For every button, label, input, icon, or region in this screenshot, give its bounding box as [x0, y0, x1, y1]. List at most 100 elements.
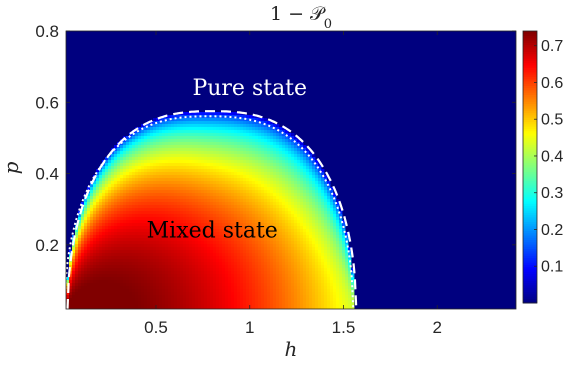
heatmap-cell [207, 283, 211, 287]
heatmap-cell [84, 208, 88, 212]
heatmap-cell [153, 301, 157, 305]
heatmap-cell [159, 133, 163, 137]
heatmap-cell [192, 211, 196, 215]
heatmap-cell [303, 160, 307, 164]
heatmap-cell [201, 301, 205, 305]
heatmap-cell [288, 244, 292, 248]
heatmap-cell [210, 154, 214, 158]
heatmap-cell [312, 271, 316, 275]
heatmap-cell [243, 148, 247, 152]
heatmap-cell [273, 196, 277, 200]
heatmap-cell [156, 193, 160, 197]
heatmap-cell [84, 274, 88, 278]
heatmap-cell [303, 271, 307, 275]
heatmap-cell [243, 214, 247, 218]
heatmap-cell [231, 142, 235, 146]
heatmap-cell [306, 259, 310, 263]
heatmap-cell [147, 166, 151, 170]
heatmap-cell [138, 136, 142, 140]
heatmap-cell [132, 220, 136, 224]
heatmap-cell [69, 286, 73, 290]
heatmap-cell [261, 289, 265, 293]
heatmap-cell [147, 136, 151, 140]
heatmap-cell [183, 127, 187, 131]
heatmap-cell [228, 151, 232, 155]
heatmap-cell [237, 148, 241, 152]
heatmap-cell [192, 247, 196, 251]
heatmap-cell [87, 283, 91, 287]
heatmap-cell [285, 217, 289, 221]
heatmap-cell [231, 208, 235, 212]
heatmap-cell [201, 193, 205, 197]
heatmap-cell [318, 202, 322, 206]
heatmap-cell [252, 157, 256, 161]
heatmap-cell [312, 223, 316, 227]
heatmap-cell [303, 205, 307, 209]
heatmap-cell [255, 190, 259, 194]
heatmap-cell [264, 145, 268, 149]
heatmap-cell [315, 286, 319, 290]
heatmap-cell [132, 193, 136, 197]
heatmap-cell [228, 121, 232, 125]
heatmap-cell [69, 277, 73, 281]
heatmap-cell [123, 193, 127, 197]
heatmap-cell [213, 190, 217, 194]
heatmap-cell [147, 265, 151, 269]
heatmap-cell [297, 220, 301, 224]
heatmap-cell [234, 127, 238, 131]
heatmap-cell [159, 301, 163, 305]
heatmap-cell [177, 217, 181, 221]
heatmap-cell [198, 157, 202, 161]
heatmap-cell [147, 163, 151, 167]
heatmap-cell [300, 148, 304, 152]
heatmap-cell [279, 136, 283, 140]
heatmap-cell [228, 199, 232, 203]
heatmap-cell [237, 301, 241, 305]
heatmap-cell [81, 247, 85, 251]
heatmap-cell [177, 184, 181, 188]
heatmap-cell [318, 268, 322, 272]
heatmap-cell [141, 280, 145, 284]
heatmap-cell [126, 184, 130, 188]
heatmap-cell [252, 232, 256, 236]
heatmap-cell [231, 160, 235, 164]
heatmap-cell [84, 214, 88, 218]
heatmap-cell [75, 283, 79, 287]
heatmap-cell [201, 220, 205, 224]
heatmap-cell [219, 205, 223, 209]
heatmap-cell [93, 292, 97, 296]
heatmap-cell [270, 229, 274, 233]
heatmap-cell [234, 259, 238, 263]
heatmap-cell [246, 271, 250, 275]
heatmap-cell [252, 286, 256, 290]
heatmap-cell [294, 307, 298, 309]
heatmap-cell [99, 229, 103, 233]
heatmap-cell [255, 229, 259, 233]
heatmap-cell [162, 124, 166, 128]
heatmap-cell [303, 166, 307, 170]
heatmap-cell [189, 280, 193, 284]
heatmap-cell [261, 298, 265, 302]
heatmap-cell [99, 289, 103, 293]
heatmap-cell [288, 226, 292, 230]
heatmap-cell [234, 262, 238, 266]
heatmap-cell [183, 217, 187, 221]
heatmap-cell [267, 166, 271, 170]
heatmap-cell [270, 211, 274, 215]
heatmap-cell [171, 151, 175, 155]
heatmap-cell [192, 286, 196, 290]
heatmap-cell [321, 190, 325, 194]
heatmap-cell [267, 268, 271, 272]
heatmap-cell [144, 259, 148, 263]
heatmap-cell [189, 298, 193, 302]
heatmap-cell [123, 250, 127, 254]
heatmap-cell [180, 160, 184, 164]
heatmap-cell [294, 298, 298, 302]
heatmap-cell [90, 292, 94, 296]
heatmap-cell [285, 130, 289, 134]
heatmap-cell [273, 184, 277, 188]
heatmap-cell [102, 262, 106, 266]
heatmap-cell [264, 196, 268, 200]
heatmap-cell [219, 202, 223, 206]
heatmap-cell [162, 292, 166, 296]
